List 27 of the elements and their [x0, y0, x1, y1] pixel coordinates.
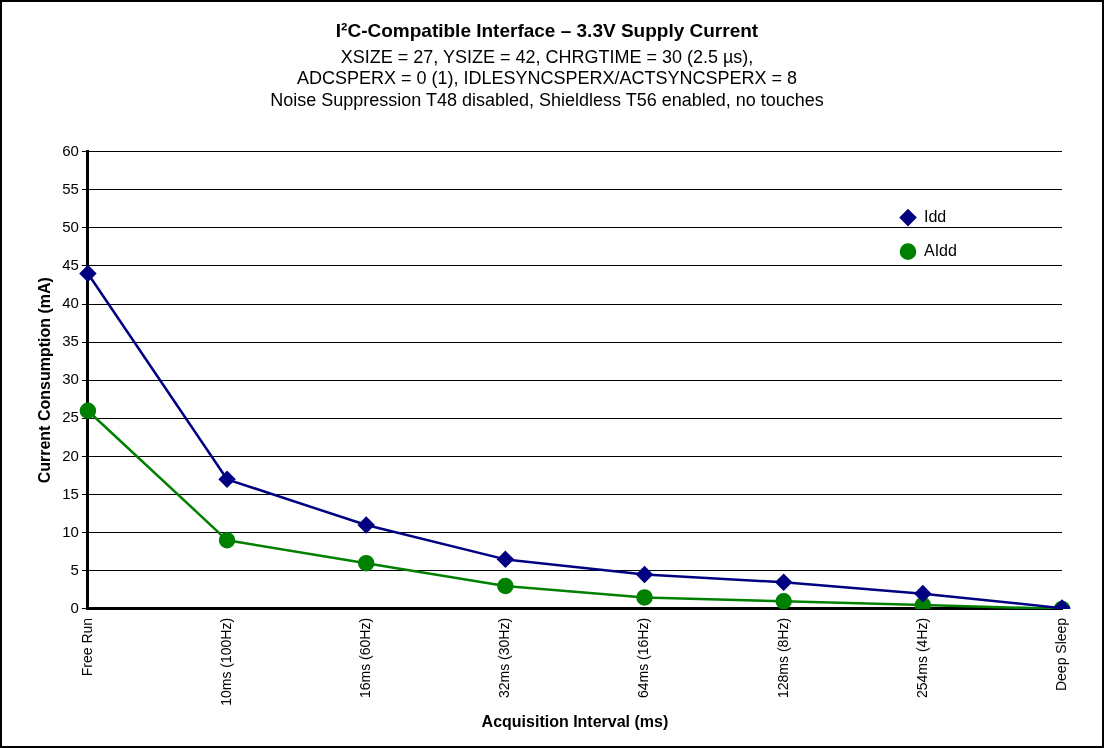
- x-tick-label: 32ms (30Hz): [496, 617, 513, 699]
- y-tick-label: 20: [62, 446, 79, 464]
- y-tick-label: 35: [62, 332, 79, 350]
- y-tick-label: 60: [62, 141, 79, 159]
- y-tick-label: 45: [62, 256, 79, 274]
- y-tick-label: 25: [62, 408, 79, 426]
- y-tick-label: 55: [62, 179, 79, 197]
- y-tick-label: 30: [62, 370, 79, 388]
- y-tick-label: 50: [62, 217, 79, 235]
- y-tick-label: 10: [62, 522, 79, 540]
- x-tick-label: 10ms (100Hz): [217, 617, 234, 706]
- x-tick-label: 128ms (8Hz): [774, 617, 791, 699]
- chart-title: I²C-Compatible Interface – 3.3V Supply Current: [335, 19, 759, 41]
- y-tick-label: 0: [70, 599, 79, 617]
- x-tick-label: 64ms (16Hz): [635, 617, 652, 699]
- legend-label: Idd: [924, 208, 947, 226]
- x-tick-label: 254ms (4Hz): [913, 617, 930, 699]
- x-tick-label: Free Run: [78, 617, 95, 677]
- x-tick-label: Deep Sleep: [1052, 617, 1069, 692]
- legend-label: AIdd: [924, 242, 957, 260]
- chart-subtitle: XSIZE = 27, YSIZE = 42, CHRGTIME = 30 (2.5 µs), ADCSPERX = 0 (1), IDLESYNCSPERX/ACTSYNCSPERX = 8 Noise Suppression T48 disabled, Shieldless T56 enabled, no touches: [270, 46, 824, 110]
- x-tick-label: 16ms (60Hz): [357, 617, 374, 699]
- y-tick-label: 40: [62, 294, 79, 312]
- x-axis-title: Acquisition Interval (ms): [481, 712, 669, 730]
- y-axis-title: Current Consumption (mA): [36, 277, 54, 484]
- y-tick-label: 5: [70, 560, 79, 578]
- y-tick-label: 15: [62, 484, 79, 502]
